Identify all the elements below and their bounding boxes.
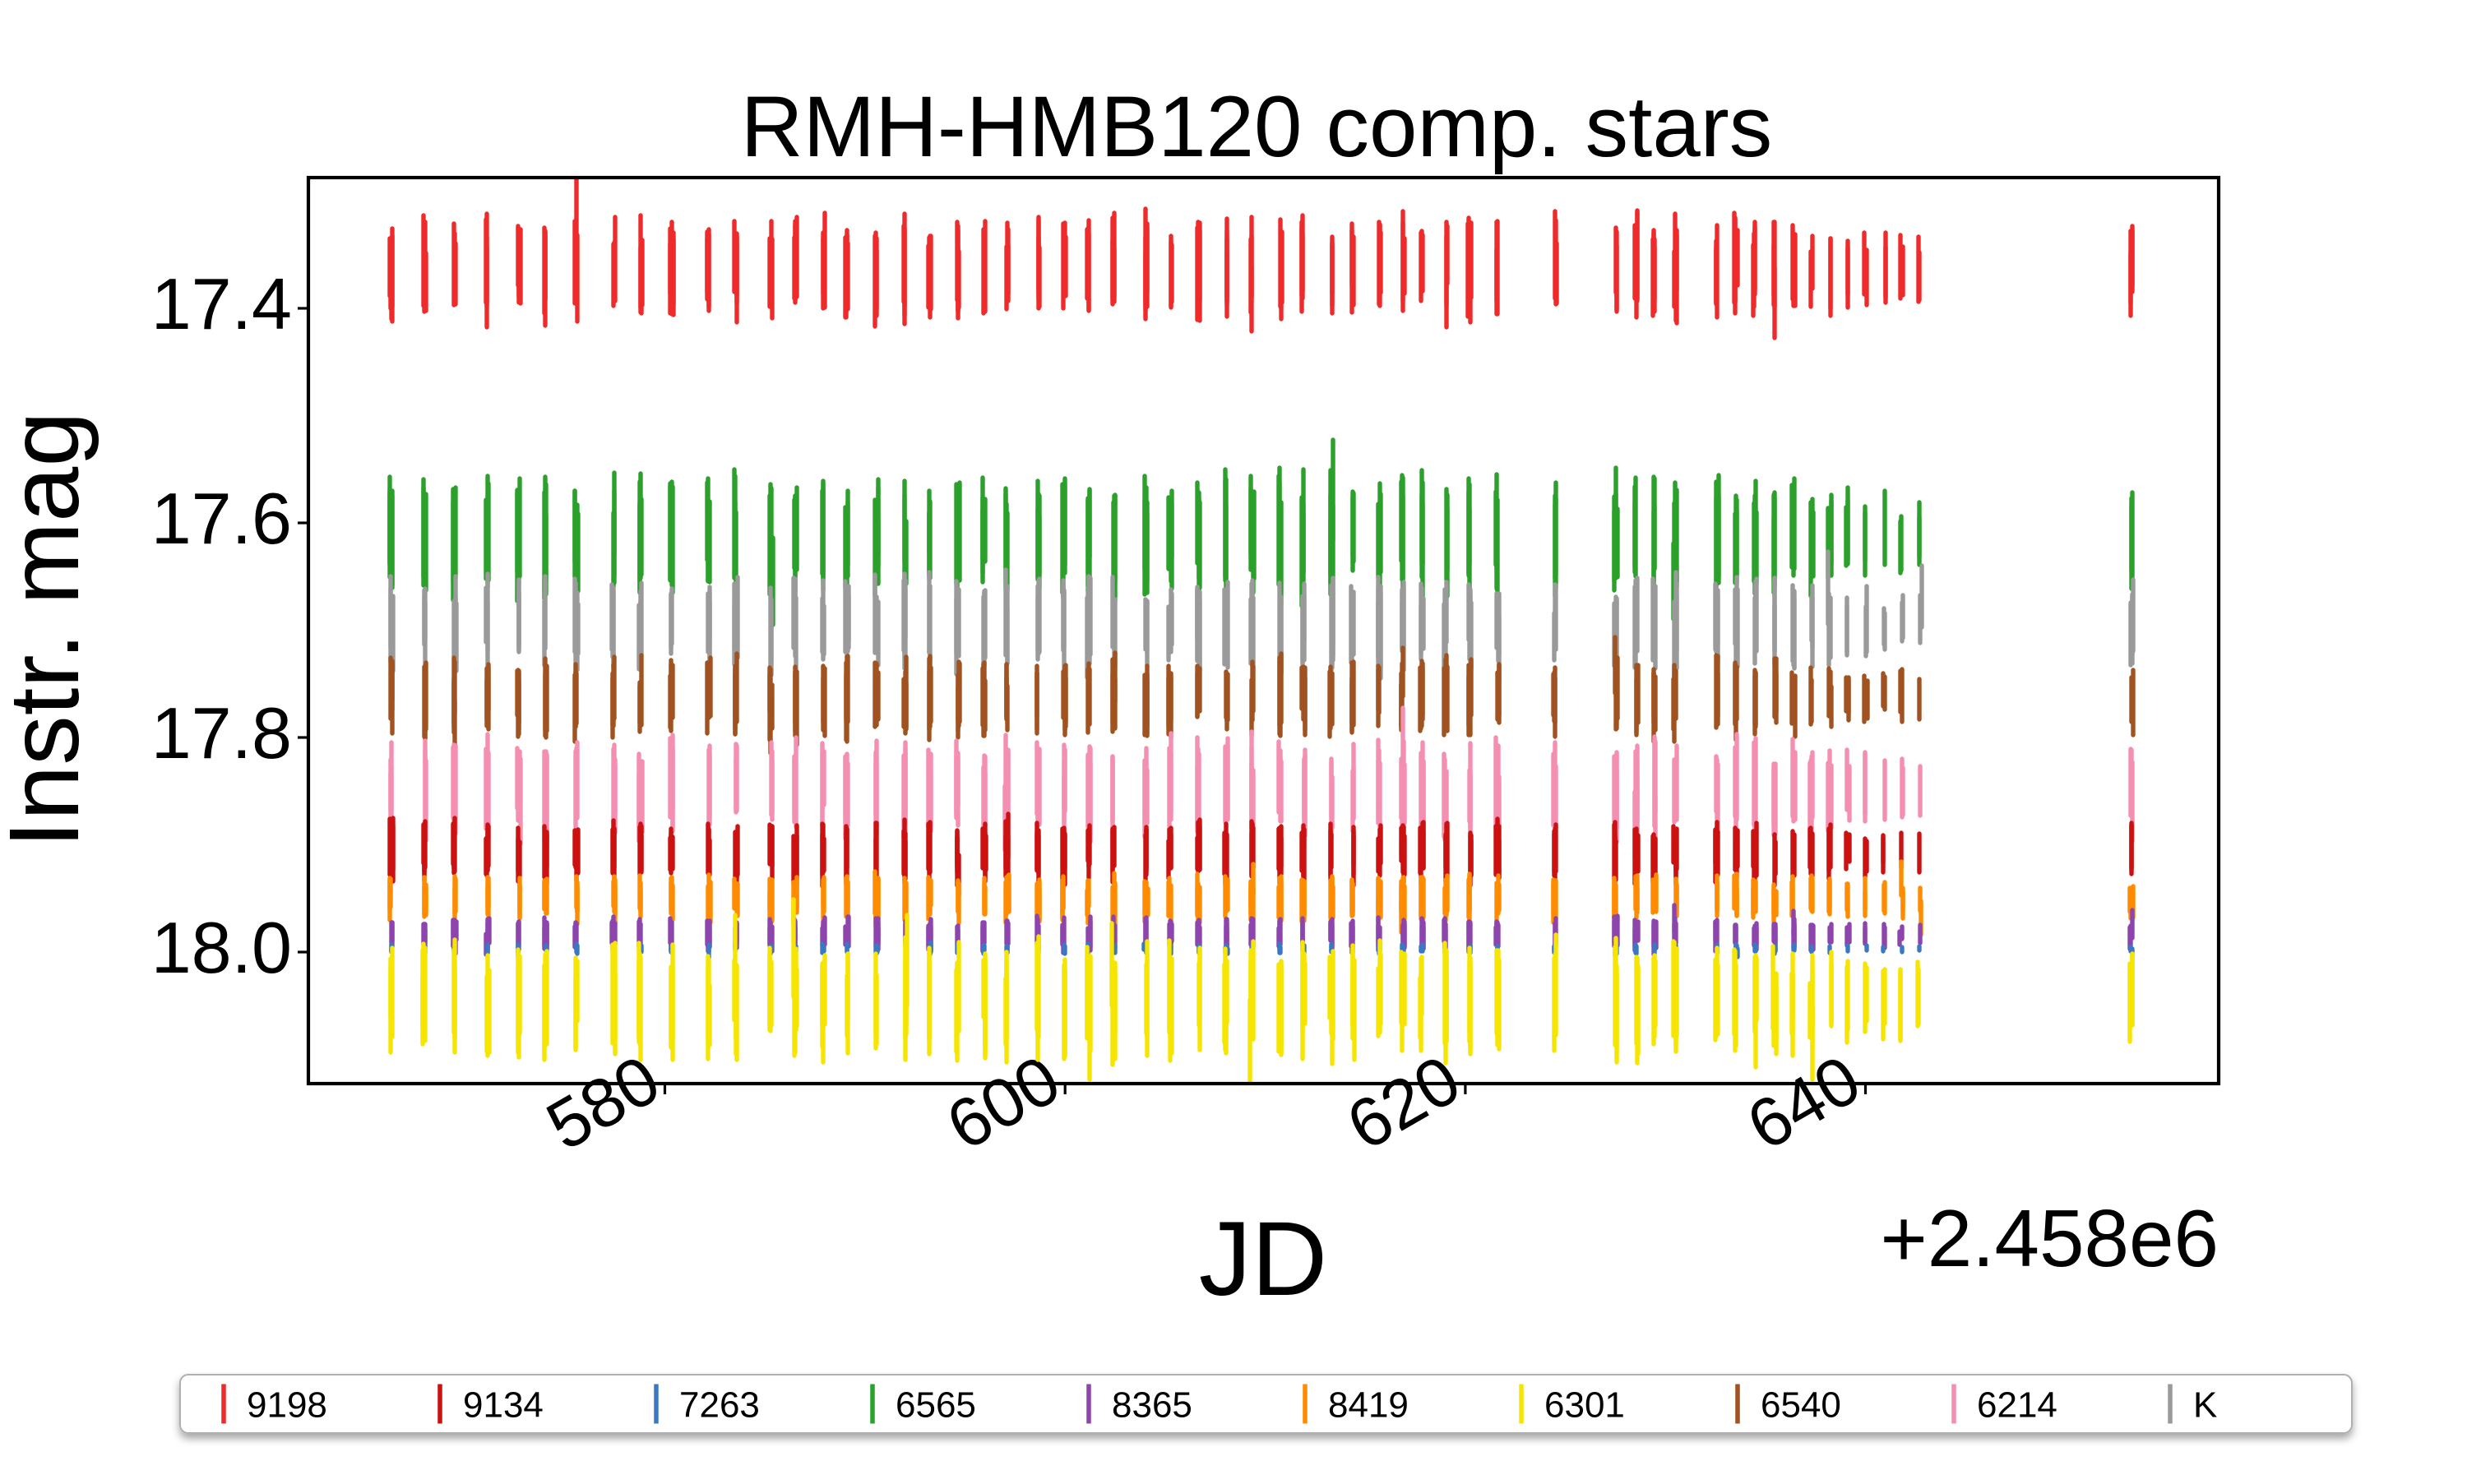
svg-text:8419: 8419	[1328, 1385, 1409, 1426]
svg-text:9198: 9198	[247, 1385, 327, 1426]
svg-text:+2.458e6: +2.458e6	[1881, 1193, 2219, 1283]
svg-text:18.0: 18.0	[151, 907, 292, 988]
svg-text:RMH-HMB120 comp. stars: RMH-HMB120 comp. stars	[741, 79, 1772, 175]
svg-text:17.6: 17.6	[151, 478, 292, 559]
svg-text:6301: 6301	[1544, 1385, 1625, 1426]
svg-text:K: K	[2193, 1385, 2217, 1426]
svg-text:7263: 7263	[679, 1385, 760, 1426]
svg-text:Instr. mag: Instr. mag	[0, 411, 100, 848]
svg-text:JD: JD	[1199, 1200, 1327, 1318]
svg-text:6565: 6565	[896, 1385, 976, 1426]
svg-text:8365: 8365	[1112, 1385, 1192, 1426]
svg-text:6540: 6540	[1761, 1385, 1841, 1426]
svg-text:9134: 9134	[463, 1385, 544, 1426]
svg-text:6214: 6214	[1977, 1385, 2057, 1426]
svg-text:17.4: 17.4	[151, 263, 292, 344]
svg-text:17.8: 17.8	[151, 692, 292, 774]
